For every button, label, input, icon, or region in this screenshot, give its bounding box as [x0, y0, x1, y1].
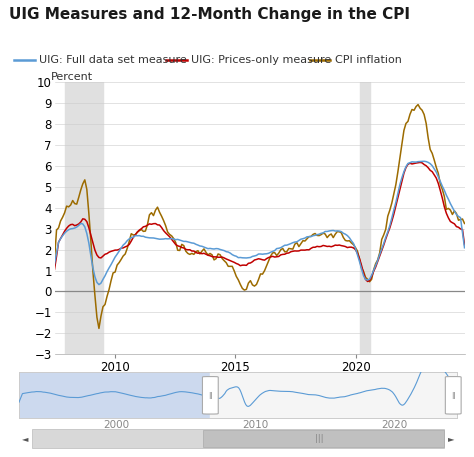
Text: CPI inflation: CPI inflation	[335, 55, 401, 64]
Bar	[360, 82, 370, 354]
Text: Percent: Percent	[50, 72, 92, 82]
Bar	[19, 372, 210, 418]
Text: UIG: Full data set measure: UIG: Full data set measure	[39, 55, 187, 64]
Text: UIG Measures and 12-Month Change in the CPI: UIG Measures and 12-Month Change in the …	[9, 7, 410, 22]
FancyBboxPatch shape	[446, 377, 461, 414]
Bar	[210, 372, 457, 418]
Text: ||: ||	[451, 392, 456, 399]
Text: ◄: ◄	[22, 434, 29, 443]
Text: ►: ►	[447, 434, 454, 443]
Text: ||: ||	[208, 392, 213, 399]
FancyBboxPatch shape	[203, 430, 444, 447]
FancyBboxPatch shape	[202, 377, 218, 414]
Text: |||: |||	[315, 434, 324, 443]
Bar	[64, 82, 103, 354]
Text: UIG: Prices-only measure: UIG: Prices-only measure	[191, 55, 332, 64]
